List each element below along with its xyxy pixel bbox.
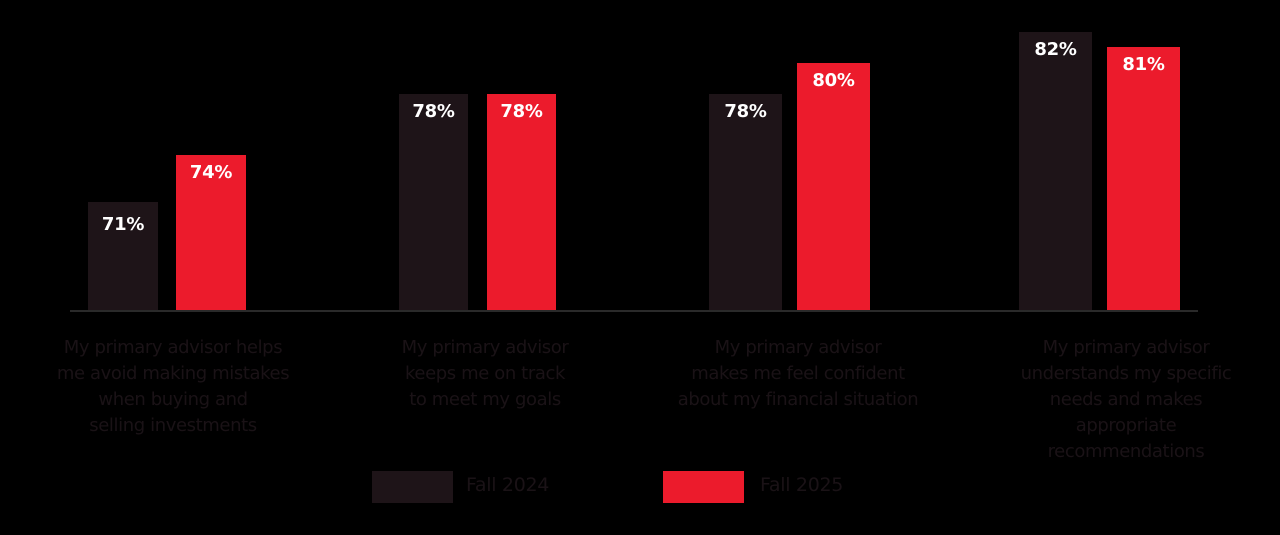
category-label-3: My primary advisor makes me feel confiden…: [658, 335, 938, 413]
category-label-line: makes me feel confident: [691, 363, 905, 384]
bar-fall-2024-group-4: 82%: [1019, 32, 1092, 310]
category-label-line: me avoid making mistakes: [56, 363, 290, 384]
category-label-line: when buying and: [98, 389, 248, 410]
category-label-2: My primary advisor keeps me on track to me…: [345, 335, 625, 413]
bar-fall-2024-group-2: 78%: [399, 94, 468, 310]
bar-fall-2025-group-3: 80%: [797, 63, 870, 310]
category-label-4: My primary advisor understands my specifi…: [986, 335, 1266, 465]
bar-value-label: 80%: [812, 70, 855, 91]
category-label-1: My primary advisor helps me avoid making …: [33, 335, 313, 439]
bar-value-label: 74%: [189, 162, 233, 183]
legend-label-fall-2025: Fall 2025: [760, 474, 844, 496]
bar-fall-2024-group-1: 71%: [88, 202, 158, 310]
bar-fall-2024-group-3: 78%: [709, 94, 782, 310]
category-label-line: keeps me on track: [405, 363, 565, 384]
bar-value-label: 82%: [1034, 39, 1077, 60]
legend-swatch-fall-2024: [372, 471, 453, 503]
bar-fall-2025-group-2: 78%: [487, 94, 556, 310]
bar-value-label: 81%: [1122, 54, 1165, 75]
category-label-line: My primary advisor: [714, 337, 882, 358]
legend-swatch-fall-2025: [663, 471, 744, 503]
category-label-line: recommendations: [1047, 441, 1205, 462]
bar-value-label: 78%: [724, 101, 767, 122]
bar-value-label: 71%: [101, 214, 145, 235]
category-label-line: to meet my goals: [409, 389, 561, 410]
category-label-line: appropriate: [1075, 415, 1177, 436]
category-label-line: My primary advisor: [401, 337, 569, 358]
category-label-line: My primary advisor helps: [63, 337, 283, 358]
bar-value-label: 78%: [500, 101, 543, 122]
bar-fall-2025-group-1: 74%: [176, 155, 246, 310]
category-label-line: needs and makes: [1049, 389, 1203, 410]
category-label-line: understands my specific: [1020, 363, 1232, 384]
legend-label-fall-2024: Fall 2024: [466, 474, 550, 496]
category-label-line: about my financial situation: [677, 389, 919, 410]
bar-value-label: 78%: [412, 101, 455, 122]
x-axis-baseline: [70, 310, 1198, 312]
category-label-line: My primary advisor: [1042, 337, 1210, 358]
category-label-line: selling investments: [89, 415, 257, 436]
bar-fall-2025-group-4: 81%: [1107, 47, 1180, 310]
